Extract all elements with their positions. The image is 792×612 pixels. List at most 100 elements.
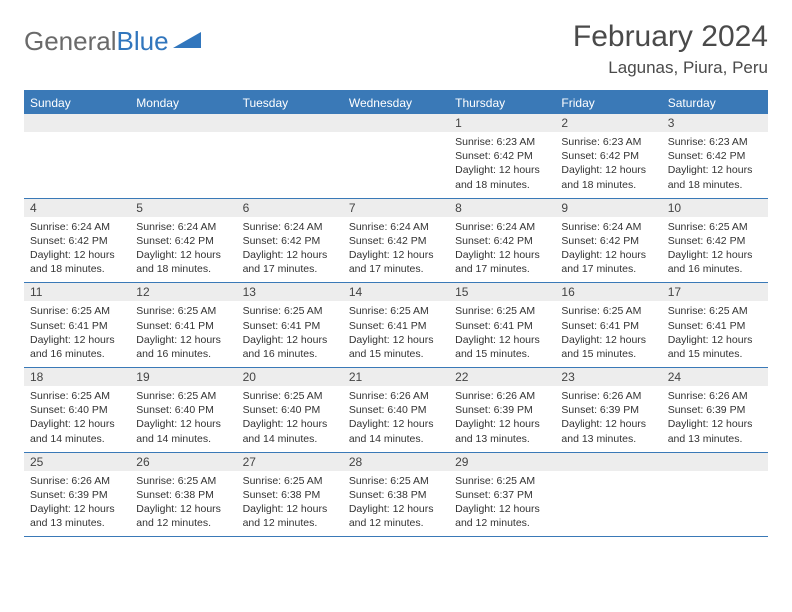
sunset-text: Sunset: 6:40 PM: [30, 403, 124, 417]
day-details: Sunrise: 6:24 AMSunset: 6:42 PMDaylight:…: [343, 217, 449, 283]
day-number: 17: [662, 283, 768, 301]
sunrise-text: Sunrise: 6:26 AM: [30, 474, 124, 488]
day-details: Sunrise: 6:24 AMSunset: 6:42 PMDaylight:…: [555, 217, 661, 283]
daylight-text: Daylight: 12 hours and 12 minutes.: [136, 502, 230, 530]
sunset-text: Sunset: 6:41 PM: [243, 319, 337, 333]
day-details: [662, 471, 768, 480]
calendar-day: 14Sunrise: 6:25 AMSunset: 6:41 PMDayligh…: [343, 283, 449, 367]
daylight-text: Daylight: 12 hours and 14 minutes.: [243, 417, 337, 445]
day-number: 6: [237, 199, 343, 217]
daylight-text: Daylight: 12 hours and 12 minutes.: [349, 502, 443, 530]
day-of-week-header: Sunday Monday Tuesday Wednesday Thursday…: [24, 92, 768, 114]
calendar-day-empty: [237, 114, 343, 198]
sunrise-text: Sunrise: 6:26 AM: [349, 389, 443, 403]
sunset-text: Sunset: 6:42 PM: [30, 234, 124, 248]
sunrise-text: Sunrise: 6:25 AM: [243, 474, 337, 488]
day-details: Sunrise: 6:25 AMSunset: 6:41 PMDaylight:…: [24, 301, 130, 367]
calendar-day: 15Sunrise: 6:25 AMSunset: 6:41 PMDayligh…: [449, 283, 555, 367]
brand-name-part1: General: [24, 26, 117, 57]
dow-thursday: Thursday: [449, 92, 555, 114]
dow-tuesday: Tuesday: [237, 92, 343, 114]
calendar-week: 1 Sunrise: 6:23 AMSunset: 6:42 PMDaylight…: [24, 114, 768, 199]
calendar-day: 24Sunrise: 6:26 AMSunset: 6:39 PMDayligh…: [662, 368, 768, 452]
calendar-day: 19Sunrise: 6:25 AMSunset: 6:40 PMDayligh…: [130, 368, 236, 452]
calendar-day: 29Sunrise: 6:25 AMSunset: 6:37 PMDayligh…: [449, 453, 555, 537]
calendar-day: 5Sunrise: 6:24 AMSunset: 6:42 PMDaylight…: [130, 199, 236, 283]
sunrise-text: Sunrise: 6:23 AM: [455, 135, 549, 149]
calendar-day-empty: [130, 114, 236, 198]
sunrise-text: Sunrise: 6:24 AM: [561, 220, 655, 234]
day-details: Sunrise: 6:25 AMSunset: 6:40 PMDaylight:…: [237, 386, 343, 452]
sunset-text: Sunset: 6:38 PM: [243, 488, 337, 502]
day-details: Sunrise: 6:25 AMSunset: 6:41 PMDaylight:…: [237, 301, 343, 367]
sunset-text: Sunset: 6:39 PM: [455, 403, 549, 417]
day-details: Sunrise: 6:25 AMSunset: 6:42 PMDaylight:…: [662, 217, 768, 283]
sunset-text: Sunset: 6:38 PM: [349, 488, 443, 502]
dow-saturday: Saturday: [662, 92, 768, 114]
day-number: 18: [24, 368, 130, 386]
day-number: 1: [449, 114, 555, 132]
day-details: [237, 132, 343, 141]
daylight-text: Daylight: 12 hours and 15 minutes.: [668, 333, 762, 361]
day-details: Sunrise: 6:24 AMSunset: 6:42 PMDaylight:…: [449, 217, 555, 283]
day-details: Sunrise: 6:24 AMSunset: 6:42 PMDaylight:…: [24, 217, 130, 283]
daylight-text: Daylight: 12 hours and 14 minutes.: [136, 417, 230, 445]
sunrise-text: Sunrise: 6:25 AM: [349, 474, 443, 488]
day-number: [237, 114, 343, 132]
day-details: Sunrise: 6:25 AMSunset: 6:38 PMDaylight:…: [343, 471, 449, 537]
sunrise-text: Sunrise: 6:26 AM: [668, 389, 762, 403]
day-number: 25: [24, 453, 130, 471]
day-number: 3: [662, 114, 768, 132]
sunrise-text: Sunrise: 6:25 AM: [668, 304, 762, 318]
calendar-day: 7Sunrise: 6:24 AMSunset: 6:42 PMDaylight…: [343, 199, 449, 283]
brand-logo: GeneralBlue: [24, 26, 201, 57]
sunrise-text: Sunrise: 6:23 AM: [561, 135, 655, 149]
daylight-text: Daylight: 12 hours and 18 minutes.: [455, 163, 549, 191]
month-title: February 2024: [573, 20, 768, 54]
daylight-text: Daylight: 12 hours and 18 minutes.: [668, 163, 762, 191]
day-details: [130, 132, 236, 141]
calendar-day: 1Sunrise: 6:23 AMSunset: 6:42 PMDaylight…: [449, 114, 555, 198]
day-number: 2: [555, 114, 661, 132]
sunset-text: Sunset: 6:39 PM: [668, 403, 762, 417]
daylight-text: Daylight: 12 hours and 13 minutes.: [455, 417, 549, 445]
day-details: Sunrise: 6:23 AMSunset: 6:42 PMDaylight:…: [662, 132, 768, 198]
calendar-day: 4Sunrise: 6:24 AMSunset: 6:42 PMDaylight…: [24, 199, 130, 283]
sunset-text: Sunset: 6:41 PM: [561, 319, 655, 333]
sunset-text: Sunset: 6:42 PM: [668, 234, 762, 248]
calendar-day: 3Sunrise: 6:23 AMSunset: 6:42 PMDaylight…: [662, 114, 768, 198]
sunrise-text: Sunrise: 6:25 AM: [455, 304, 549, 318]
calendar-day: 11Sunrise: 6:25 AMSunset: 6:41 PMDayligh…: [24, 283, 130, 367]
sunset-text: Sunset: 6:38 PM: [136, 488, 230, 502]
calendar-week: 18Sunrise: 6:25 AMSunset: 6:40 PMDayligh…: [24, 368, 768, 453]
calendar-week: 4Sunrise: 6:24 AMSunset: 6:42 PMDaylight…: [24, 199, 768, 284]
calendar-day: 12Sunrise: 6:25 AMSunset: 6:41 PMDayligh…: [130, 283, 236, 367]
day-number: 9: [555, 199, 661, 217]
brand-triangle-icon: [173, 26, 201, 57]
daylight-text: Daylight: 12 hours and 16 minutes.: [243, 333, 337, 361]
sunset-text: Sunset: 6:39 PM: [30, 488, 124, 502]
daylight-text: Daylight: 12 hours and 18 minutes.: [136, 248, 230, 276]
sunrise-text: Sunrise: 6:25 AM: [561, 304, 655, 318]
sunrise-text: Sunrise: 6:23 AM: [668, 135, 762, 149]
day-number: 16: [555, 283, 661, 301]
day-details: Sunrise: 6:24 AMSunset: 6:42 PMDaylight:…: [130, 217, 236, 283]
calendar-day-empty: [555, 453, 661, 537]
sunset-text: Sunset: 6:37 PM: [455, 488, 549, 502]
daylight-text: Daylight: 12 hours and 15 minutes.: [349, 333, 443, 361]
sunrise-text: Sunrise: 6:25 AM: [349, 304, 443, 318]
daylight-text: Daylight: 12 hours and 16 minutes.: [30, 333, 124, 361]
sunset-text: Sunset: 6:42 PM: [561, 234, 655, 248]
sunrise-text: Sunrise: 6:25 AM: [243, 304, 337, 318]
calendar-week: 25 Sunrise: 6:26 AMSunset: 6:39 PM Dayligh…: [24, 453, 768, 538]
calendar-day: 6Sunrise: 6:24 AMSunset: 6:42 PMDaylight…: [237, 199, 343, 283]
day-details: Sunrise: 6:25 AMSunset: 6:38 PMDaylight:…: [130, 471, 236, 537]
daylight-text: Daylight: 12 hours and 13 minutes.: [561, 417, 655, 445]
sunset-text: Sunset: 6:39 PM: [561, 403, 655, 417]
day-number: 19: [130, 368, 236, 386]
day-details: Sunrise: 6:26 AMSunset: 6:39 PMDaylight:…: [662, 386, 768, 452]
day-number: 21: [343, 368, 449, 386]
day-details: Sunrise: 6:25 AMSunset: 6:40 PMDaylight:…: [130, 386, 236, 452]
calendar-day: 26Sunrise: 6:25 AMSunset: 6:38 PMDayligh…: [130, 453, 236, 537]
sunset-text: Sunset: 6:40 PM: [349, 403, 443, 417]
